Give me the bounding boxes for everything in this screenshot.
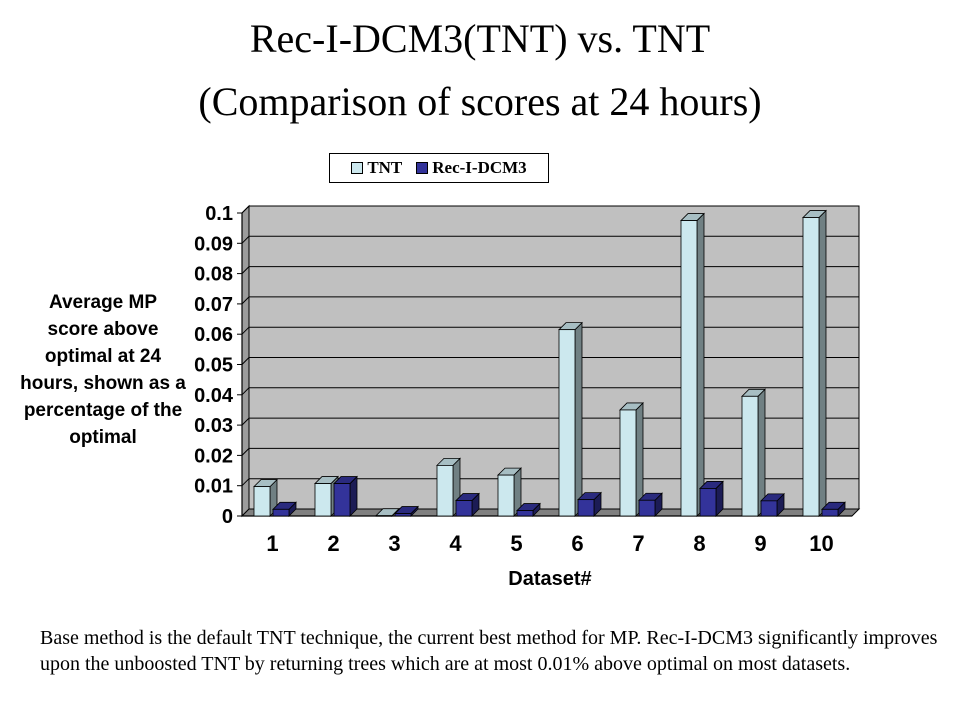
bar-tnt bbox=[314, 483, 332, 517]
bar-rec bbox=[516, 510, 534, 517]
gridline bbox=[241, 478, 859, 487]
y-tick-label: 0.03 bbox=[194, 415, 233, 437]
x-tick-label: 8 bbox=[693, 531, 705, 556]
bar-tnt-side bbox=[757, 388, 766, 517]
bar-rec bbox=[699, 488, 717, 517]
bar-rec bbox=[638, 499, 656, 517]
y-axis-label: Average MP score above optimal at 24 hou… bbox=[14, 289, 192, 451]
bar-tnt bbox=[253, 486, 271, 517]
legend: TNT Rec-I-DCM3 bbox=[329, 153, 549, 183]
gridline bbox=[241, 417, 859, 426]
y-axis-label-line: optimal bbox=[69, 427, 137, 448]
x-axis-label: Dataset# bbox=[508, 568, 592, 590]
y-axis-label-line: optimal at 24 bbox=[44, 346, 162, 367]
bar-rec bbox=[333, 483, 351, 517]
bar-rec bbox=[455, 500, 473, 517]
legend-item-rec: Rec-I-DCM3 bbox=[416, 158, 527, 178]
legend-label-rec: Rec-I-DCM3 bbox=[432, 158, 527, 177]
bar-tnt bbox=[741, 395, 759, 517]
legend-swatch-rec bbox=[416, 162, 429, 174]
y-tick-label: 0 bbox=[222, 506, 233, 528]
x-tick-label: 5 bbox=[510, 531, 522, 556]
gridline bbox=[241, 266, 859, 274]
gridline bbox=[241, 357, 859, 365]
legend-swatch-tnt bbox=[351, 162, 364, 174]
bar-rec bbox=[577, 499, 595, 517]
y-tick-label: 0.05 bbox=[194, 355, 233, 377]
x-tick-label: 3 bbox=[388, 531, 400, 556]
bar-tnt bbox=[497, 474, 515, 517]
y-axis-label-line: Average MP bbox=[48, 292, 158, 313]
x-tick-label: 6 bbox=[571, 531, 583, 556]
bar-rec bbox=[760, 500, 778, 517]
x-tick-label: 9 bbox=[754, 531, 766, 556]
gridline bbox=[241, 296, 859, 305]
gridline bbox=[241, 326, 859, 335]
bar-tnt-side bbox=[574, 321, 583, 517]
bar-rec bbox=[821, 508, 839, 517]
footnote: Base method is the default TNT technique… bbox=[40, 627, 938, 675]
gridline bbox=[241, 235, 859, 244]
bar-tnt bbox=[558, 329, 576, 517]
bar-tnt-side bbox=[818, 209, 827, 517]
x-tick-label: 7 bbox=[632, 531, 644, 556]
gridline bbox=[241, 387, 859, 396]
legend-label-tnt: TNT bbox=[367, 158, 403, 177]
y-tick-label: 0.02 bbox=[194, 445, 233, 467]
gridline bbox=[241, 447, 859, 456]
x-tick-label: 1 bbox=[266, 531, 278, 556]
gridline bbox=[241, 205, 859, 214]
bar-tnt-side bbox=[696, 212, 705, 517]
y-tick-label: 0.06 bbox=[194, 324, 233, 346]
legend-item-tnt: TNT bbox=[351, 158, 402, 178]
x-tick-label: 4 bbox=[449, 531, 462, 556]
y-tick-label: 0.08 bbox=[194, 264, 233, 286]
bar-tnt bbox=[619, 409, 637, 517]
y-axis-label-line: percentage of the bbox=[23, 400, 183, 421]
bar-tnt bbox=[436, 464, 454, 517]
y-tick-label: 0.04 bbox=[194, 385, 234, 407]
bar-tnt bbox=[802, 217, 820, 517]
bar-tnt bbox=[680, 220, 698, 517]
bar-rec bbox=[272, 508, 290, 517]
bar-rec bbox=[394, 513, 412, 517]
y-tick-label: 0.09 bbox=[194, 233, 233, 255]
y-axis-label-line: hours, shown as a bbox=[20, 373, 186, 394]
y-tick-label: 0.07 bbox=[194, 294, 233, 316]
chart-subtitle: (Comparison of scores at 24 hours) bbox=[198, 79, 762, 124]
chart-title: Rec-I-DCM3(TNT) vs. TNT bbox=[249, 16, 711, 61]
y-tick-label: 0.01 bbox=[194, 476, 233, 498]
x-tick-label: 2 bbox=[327, 531, 339, 556]
y-axis-label-line: score above bbox=[47, 319, 159, 340]
bar-tnt bbox=[375, 515, 393, 517]
y-tick-label: 0.1 bbox=[205, 203, 233, 225]
x-tick-label: 10 bbox=[809, 531, 833, 556]
